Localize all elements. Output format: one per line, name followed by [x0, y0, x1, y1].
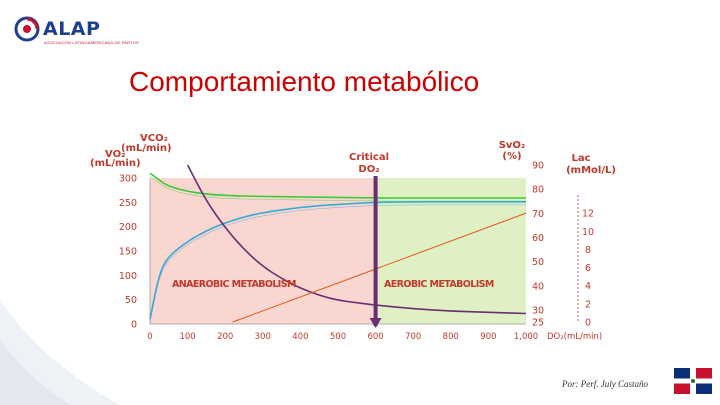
- left-axis-tick-label: 50: [125, 295, 137, 306]
- lac-axis-tick-label: 2: [585, 299, 591, 310]
- svo2-axis-tick-label: 60: [532, 233, 544, 244]
- alap-logo-icon: [14, 16, 40, 42]
- svo2-axis-tick-label: 40: [532, 281, 544, 292]
- x-axis-tick-label: 1,000: [514, 332, 538, 342]
- footer-credit: Por: Perf. July Castaño: [562, 379, 648, 389]
- aerobic-region-background: [375, 178, 526, 324]
- lac-axis-label-unit: (mMol/L): [566, 165, 616, 176]
- lac-axis-tick-label: 6: [585, 263, 591, 274]
- x-axis-tick-label: 200: [217, 332, 233, 342]
- x-axis-tick-label: 700: [405, 332, 421, 342]
- left-axis-label-vo2: VO₂: [105, 149, 125, 160]
- alap-logo: ALAP: [14, 16, 100, 42]
- slide-title: Comportamiento metabólico: [129, 66, 480, 97]
- critical-do2-label-sub: DO₂: [358, 164, 379, 175]
- left-axis-label-vco2: VCO₂: [140, 133, 168, 144]
- svo2-curve: [186, 164, 527, 315]
- x-axis-tick-label: 600: [367, 332, 383, 342]
- dominican-flag-icon: [674, 368, 712, 394]
- vo2-curve-shadow: [149, 204, 526, 323]
- lac-axis-tick-label: 8: [585, 245, 591, 256]
- svo2-axis-label: SvO₂: [499, 140, 526, 151]
- left-axis-tick-label: 0: [131, 320, 137, 331]
- logo-subtitle: ASOCIACION LATINOAMERICANA DE PARTOS: [44, 40, 139, 45]
- lac-axis-tick-label: 4: [585, 281, 591, 292]
- vco2-curve: [149, 172, 526, 199]
- left-axis-tick-label: 150: [119, 247, 137, 258]
- left-axis-tick-label: 100: [119, 271, 137, 282]
- svo2-axis-tick-label: 50: [532, 257, 544, 268]
- left-axis-label-vo2-unit: (mL/min): [90, 158, 141, 169]
- vo2-curve: [149, 201, 526, 320]
- x-axis-tick-label: 800: [443, 332, 459, 342]
- anaerobic-region-label: ANAEROBIC METABOLISM: [172, 279, 296, 290]
- x-axis-tick-label: 400: [292, 332, 308, 342]
- x-axis-tick-label: 500: [330, 332, 346, 342]
- lactate-curve: [232, 212, 527, 323]
- x-axis-tick-label: 300: [255, 332, 271, 342]
- x-axis-tick-label: 100: [179, 332, 195, 342]
- left-axis-label-vco2-unit: (mL/min): [121, 143, 172, 154]
- left-axis-tick-label: 250: [119, 198, 137, 209]
- svo2-axis-tick-label: 90: [532, 161, 544, 172]
- logo-text: ALAP: [43, 18, 101, 40]
- left-axis-tick-label: 300: [119, 174, 137, 185]
- x-axis-tick-label: 0: [147, 332, 152, 342]
- svo2-axis-tick-label: 25: [532, 318, 544, 329]
- lac-axis-label: Lac: [571, 153, 590, 164]
- svo2-axis-tick-label: 80: [532, 185, 544, 196]
- lac-axis-tick-label: 0: [585, 318, 591, 329]
- svo2-axis-tick-label: 30: [532, 305, 544, 316]
- left-axis-tick-label: 200: [119, 222, 137, 233]
- x-axis-tick-label: 900: [480, 332, 496, 342]
- vco2-curve-shadow: [149, 175, 526, 202]
- lac-axis-tick-label: 12: [582, 209, 594, 220]
- lac-axis-tick-label: 10: [582, 227, 594, 238]
- critical-do2-arrowhead: [369, 318, 382, 328]
- anaerobic-region-background: [150, 178, 376, 324]
- svo2-axis-label-unit: (%): [502, 151, 521, 162]
- svo2-axis-tick-label: 70: [532, 209, 544, 220]
- aerobic-region-label: AEROBIC METABOLISM: [384, 279, 494, 290]
- critical-do2-label: Critical: [349, 152, 389, 163]
- x-axis-label: DO₂(mL/min): [547, 332, 602, 342]
